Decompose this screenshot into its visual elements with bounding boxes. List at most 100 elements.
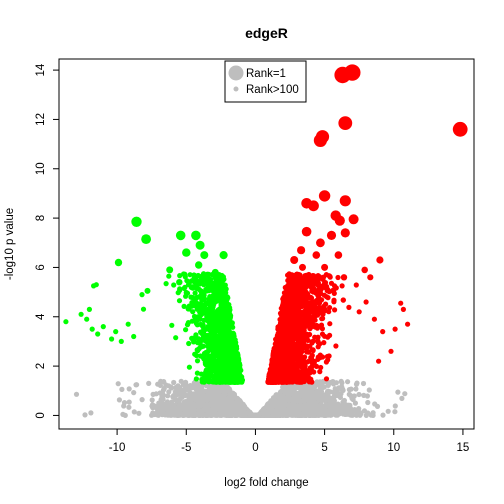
point-up (294, 379, 300, 385)
point-ns (198, 389, 204, 396)
point-up (288, 280, 294, 286)
point-up (274, 375, 280, 381)
point-up (274, 350, 280, 357)
point-ns (191, 406, 197, 412)
point-ns (177, 384, 183, 391)
point-ns (370, 410, 376, 416)
point-up (300, 296, 306, 302)
point-up (319, 331, 326, 337)
point-up (321, 292, 327, 298)
point-up (297, 376, 303, 382)
point-up (275, 363, 281, 369)
point-ns (313, 402, 320, 408)
point-ns (348, 386, 354, 392)
point-up (295, 312, 301, 318)
point-up (304, 359, 310, 365)
point-ns (73, 391, 80, 397)
point-up (321, 303, 327, 309)
point-ns (235, 396, 241, 402)
point-ns (177, 396, 183, 402)
point-up (283, 299, 290, 305)
point-ns (328, 410, 334, 416)
point-up (304, 372, 310, 378)
point-ns (314, 389, 320, 395)
point-up (314, 325, 320, 331)
point-up (323, 376, 330, 382)
point-ns (392, 403, 398, 409)
point-ns (213, 391, 219, 397)
point-ns (296, 391, 302, 397)
point-ns (339, 380, 345, 386)
point-ns (210, 387, 216, 394)
point-up (320, 311, 326, 317)
point-ns (82, 412, 88, 418)
point-ns (356, 391, 362, 398)
point-up (311, 360, 317, 366)
point-ns (168, 384, 174, 390)
point-ns (119, 386, 125, 392)
point-up (327, 305, 333, 311)
point-up (298, 302, 304, 308)
point-up (296, 275, 303, 281)
point-ns (233, 404, 239, 410)
point-down (186, 364, 192, 370)
point-ns (346, 391, 352, 397)
point-ns (332, 404, 338, 410)
point-ns (199, 411, 205, 417)
point-ns (294, 408, 300, 414)
point-ns (216, 402, 222, 408)
point-ns (330, 381, 337, 387)
point-ns (181, 392, 187, 398)
point-up (283, 326, 289, 332)
point-up (299, 291, 305, 297)
point-ns (121, 403, 127, 409)
point-up (285, 311, 291, 317)
point-ns (341, 397, 347, 404)
point-up (292, 372, 298, 378)
point-up (283, 290, 289, 296)
point-up (293, 318, 299, 324)
point-ns (167, 403, 173, 409)
point-ns (151, 403, 157, 409)
point-up (282, 357, 288, 363)
point-ns (319, 393, 325, 399)
point-ns (290, 402, 296, 408)
point-ns (88, 410, 94, 416)
point-up (315, 344, 321, 350)
point-ns (325, 388, 331, 394)
point-up (308, 355, 314, 361)
point-up (306, 271, 312, 278)
point-ns (182, 381, 188, 387)
point-up (288, 359, 294, 365)
point-up (295, 352, 302, 358)
point-up (316, 304, 322, 310)
point-up (304, 349, 310, 355)
point-up (287, 355, 294, 361)
point-up (314, 312, 320, 318)
point-ns (146, 380, 152, 386)
point-ns (309, 394, 315, 400)
point-ns (354, 380, 360, 386)
point-ns (163, 382, 169, 388)
point-ns (360, 380, 367, 387)
point-down (189, 300, 195, 306)
point-ns (223, 396, 229, 402)
point-up (333, 285, 339, 291)
point-ns (126, 399, 132, 405)
point-up (327, 332, 333, 338)
point-up (293, 341, 300, 347)
point-ns (131, 409, 137, 415)
point-ns (284, 389, 290, 395)
point-ns (358, 411, 364, 417)
point-up (275, 326, 281, 332)
point-ns (395, 389, 401, 395)
point-ns (325, 380, 331, 386)
point-up (293, 361, 300, 367)
point-ns (187, 389, 193, 396)
point-ns (365, 399, 371, 406)
point-up (290, 298, 296, 304)
point-ns (183, 412, 189, 418)
point-up (279, 331, 285, 337)
point-up (326, 289, 332, 295)
